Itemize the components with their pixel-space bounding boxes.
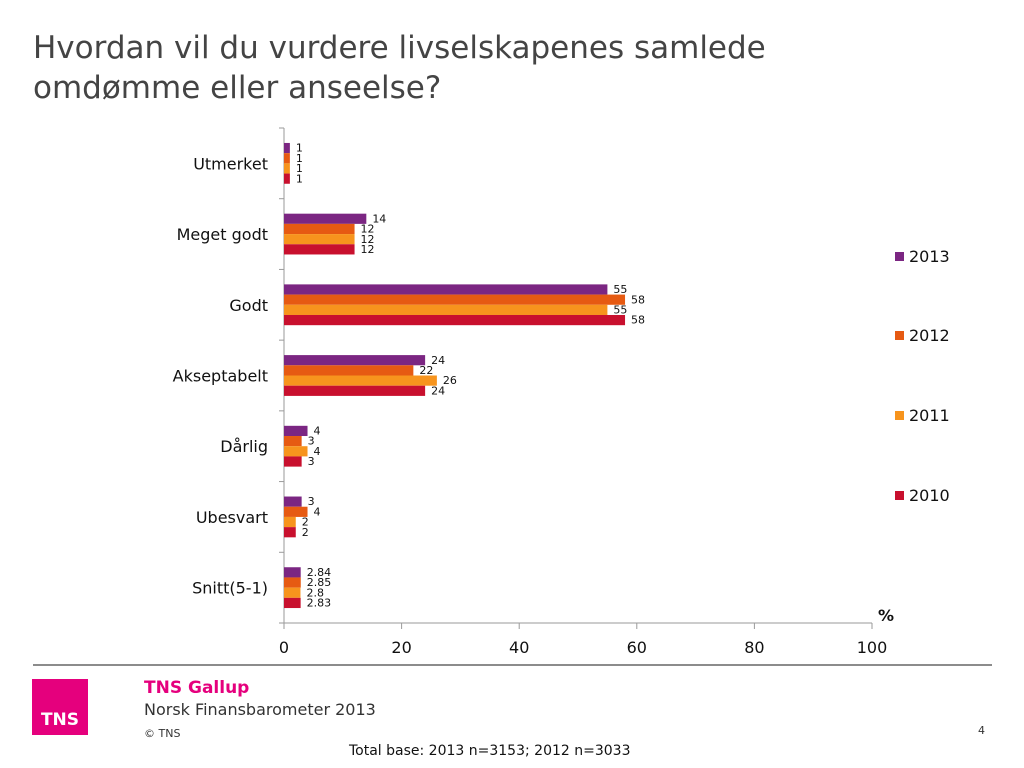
data-label: 3 [308,495,315,508]
data-label: 4 [314,445,321,458]
bar-2011 [284,304,608,315]
data-label: 58 [631,293,645,306]
bar-2013 [284,213,367,224]
x-tick-label: 80 [744,638,764,657]
data-label: 12 [361,243,375,256]
data-label: 3 [308,455,315,468]
bar-2012 [284,153,290,164]
bar-2011 [284,375,437,386]
data-label: 55 [613,303,627,316]
legend-label: 2011 [909,406,950,425]
bar-chart: 0 20 40 60 80 100 Utmerket Meget godt Godt Aksept… [173,127,950,657]
data-label: 58 [631,314,645,327]
category-label: Godt [229,296,268,315]
bar-2011 [284,163,290,174]
x-tick-label: 0 [279,638,289,657]
bar-2010 [284,314,626,326]
data-label: 4 [314,505,321,518]
x-tick-label: 100 [857,638,888,657]
bar-2013 [284,567,301,578]
category-label: Akseptabelt [173,367,268,386]
category-label: Dårlig [220,437,268,456]
page-number: 4 [978,724,985,737]
bar-2013 [284,142,290,154]
legend-label: 2012 [909,326,950,345]
bar-2010 [284,527,296,538]
data-label: 22 [419,364,433,377]
bar-2012 [284,294,626,305]
legend-swatch-2013 [895,252,904,261]
data-label: 1 [296,152,303,165]
legend-swatch-2011 [895,411,904,420]
data-label: 2.84 [307,566,332,579]
bar-2011 [284,516,296,528]
data-label: 2 [302,526,309,539]
data-label: 2 [302,516,309,529]
category-label: Ubesvart [196,508,268,527]
bar-2012 [284,506,308,517]
data-label: 12 [361,223,375,236]
bar-2010 [284,597,301,609]
bar-2013 [284,284,608,295]
bar-2013 [284,425,308,437]
bar-2011 [284,587,301,598]
x-tick-label: 20 [391,638,411,657]
footer-divider [33,664,992,666]
bar-2013 [284,355,426,366]
data-label: 55 [613,283,627,296]
bar-2010 [284,456,302,467]
legend-label: 2013 [909,247,950,266]
report-name: Norsk Finansbarometer 2013 [144,700,376,719]
data-label: 12 [361,233,375,246]
bar-2010 [284,385,426,396]
tns-logo: TNS [32,679,88,735]
x-tick-label: 40 [509,638,529,657]
logo-text: TNS [40,710,80,730]
data-label: 1 [296,142,303,155]
data-label: 1 [296,172,303,185]
bar-2010 [284,244,355,255]
data-label: 26 [443,374,457,387]
data-label: 2.8 [306,586,324,599]
data-label: 14 [372,212,386,225]
unit-label: % [878,606,894,625]
brand-name: TNS Gallup [144,678,250,698]
data-label: 4 [314,425,321,438]
bar-2010 [284,173,290,184]
category-label: Snitt(5-1) [192,579,268,598]
legend-swatch-2010 [895,491,904,500]
page-title: Hvordan vil du vurdere livselskapenes sa… [33,30,766,106]
bar-2012 [284,577,301,588]
copyright: © TNS [144,727,181,740]
x-tick-label: 60 [627,638,647,657]
data-label: 24 [431,354,445,367]
bar-2012 [284,223,355,235]
legend-swatch-2012 [895,331,904,340]
legend-label: 2010 [909,486,950,505]
base-note: Total base: 2013 n=3153; 2012 n=3033 [349,743,631,759]
bar-2013 [284,496,302,507]
data-label: 3 [308,435,315,448]
category-label: Utmerket [193,154,268,173]
data-label: 1 [296,162,303,175]
bar-2011 [284,234,355,245]
bar-2011 [284,446,308,457]
bar-2012 [284,436,302,447]
category-label: Meget godt [177,225,268,244]
bar-2012 [284,365,414,376]
data-label: 24 [431,384,445,397]
data-label: 2.83 [307,597,332,610]
data-label: 2.85 [307,576,332,589]
